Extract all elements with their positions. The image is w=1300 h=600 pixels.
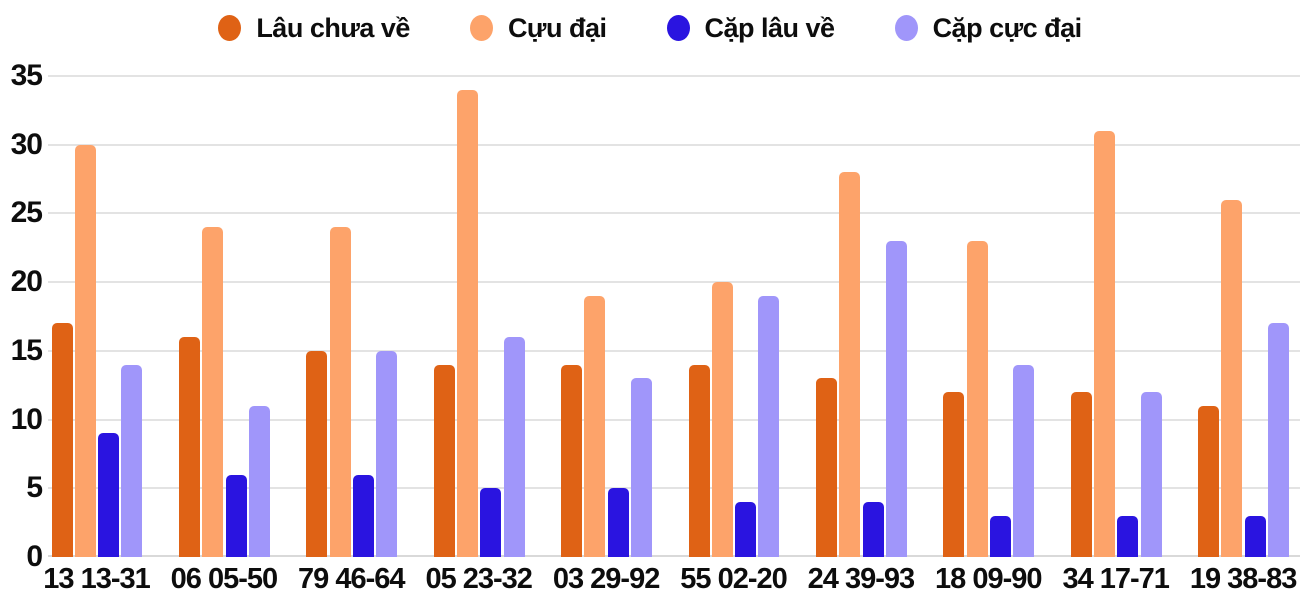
bar [352,474,374,557]
bar [433,364,455,557]
bar [376,350,398,557]
y-tick-label: 30 [10,127,43,161]
gridline [48,143,1300,146]
legend-label: Cặp lâu về [704,12,836,43]
bar [1268,323,1289,557]
bar [98,433,120,557]
bar [74,144,96,557]
gridline [48,281,1300,284]
x-tick-label: 06 05-50 [170,563,279,595]
legend-label: Cặp cực đại [932,12,1083,43]
bar [989,515,1011,557]
bar [862,502,884,557]
plot-area [48,75,1300,557]
bar [248,405,270,557]
bar [306,350,328,557]
bar [711,282,733,557]
gridline [48,418,1300,421]
bar [688,364,710,557]
bar [1117,515,1139,557]
y-tick-label: 0 [26,540,43,573]
x-tick-label: 13 13-31 [43,563,151,595]
legend-item-cuu-dai[interactable]: Cựu đại [469,12,607,44]
bar [561,364,583,557]
legend-item-lau-chua-ve[interactable]: Lâu chưa về [218,13,410,44]
bar [815,378,837,557]
legend-marker-cap-cuc-dai [894,15,918,41]
gridline [48,349,1300,352]
gridline [48,75,1300,77]
legend-label: Cựu đại [507,12,607,43]
bar [503,337,525,557]
x-axis: 13 13-31 06 05-50 79 46-64 05 23-32 03 29-92… [0,563,1300,600]
bar [1198,405,1220,557]
x-axis-baseline [48,555,1300,557]
bar [457,89,478,557]
y-tick-label: 25 [10,196,43,230]
bar [758,295,780,557]
bar [1070,392,1092,557]
legend-marker-cuu-dai [469,15,493,41]
legend-item-cap-cuc-dai[interactable]: Cặp cực đại [894,12,1083,44]
bar [584,295,606,557]
chart-legend: Lâu chưa về Cựu đại Cặp lâu về Cặp cực đ… [0,8,1300,48]
y-tick-label: 15 [10,333,43,367]
legend-marker-lau-chua-ve [218,15,242,41]
x-tick-label: 05 23-32 [425,563,533,595]
bar [607,488,629,557]
bar [735,502,757,557]
legend-item-cap-lau-ve[interactable]: Cặp lâu về [666,12,836,44]
x-tick-label: 19 38-83 [1189,563,1298,595]
bar [1013,364,1035,557]
x-tick-label: 79 46-64 [298,563,406,595]
y-tick-label: 20 [10,265,43,299]
x-tick-label: 18 09-90 [935,563,1043,595]
bar [178,337,200,557]
y-axis: 0 5 10 15 20 25 30 35 [0,0,43,600]
bar [202,227,224,557]
bar [839,172,861,557]
bar [966,240,988,557]
bar [225,474,247,557]
gridline [48,487,1300,490]
bar [885,240,907,557]
bar [1221,199,1243,557]
legend-marker-cap-lau-ve [666,15,690,41]
x-tick-label: 03 29-92 [552,563,661,595]
x-tick-label: 24 39-93 [807,563,916,595]
bar [480,488,502,557]
bar [631,378,652,557]
y-tick-label: 5 [26,471,43,505]
bar [1140,392,1162,557]
bar [1094,130,1115,557]
legend-label: Lâu chưa về [256,12,410,43]
y-tick-label: 10 [10,402,43,436]
x-tick-label: 55 02-20 [680,563,788,595]
bar [51,323,73,557]
gridline [48,212,1300,215]
y-tick-label: 35 [10,59,43,92]
bar [329,227,351,557]
x-tick-label: 34 17-71 [1062,563,1170,595]
bar [1244,515,1266,557]
bar [943,392,965,557]
bar [121,364,143,557]
